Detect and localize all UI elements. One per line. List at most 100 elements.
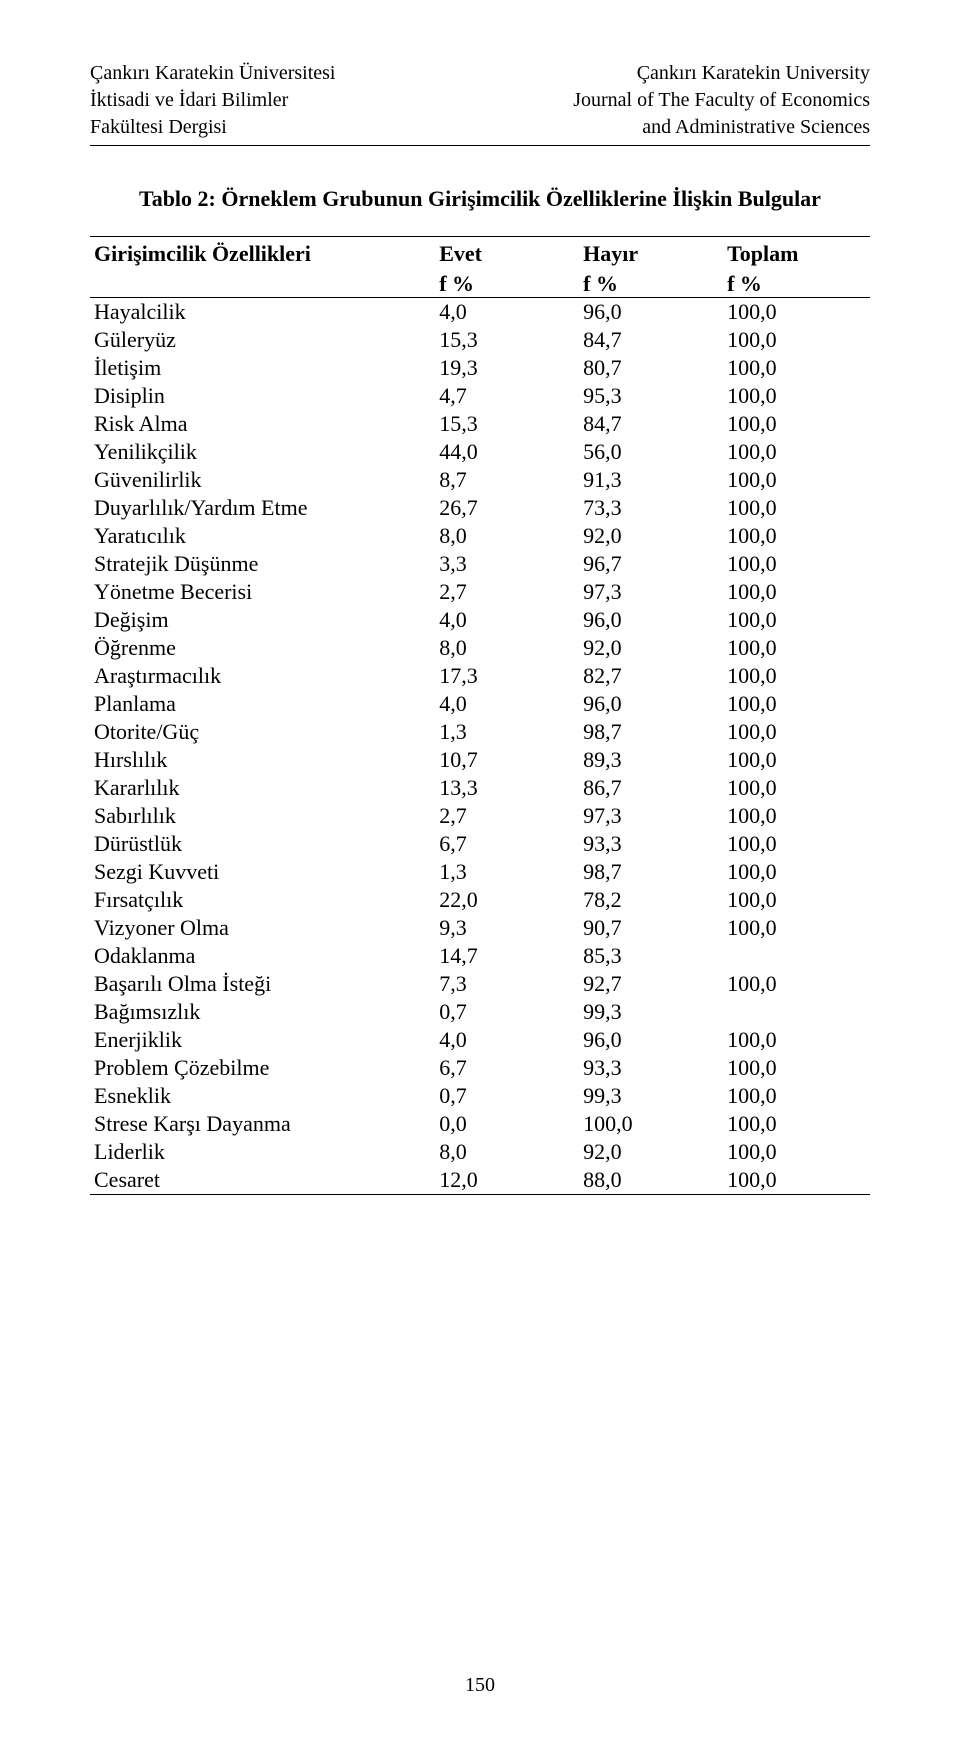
table-cell: 9,3 — [438, 914, 582, 942]
table-cell: 4,0 — [438, 298, 582, 327]
table-cell: Planlama — [90, 690, 438, 718]
table-cell: Dürüstlük — [90, 830, 438, 858]
table-cell: 8,7 — [438, 466, 582, 494]
table-cell: 100,0 — [726, 606, 870, 634]
col-subheader: f % — [582, 267, 726, 298]
table-row: Stratejik Düşünme3,396,7100,0 — [90, 550, 870, 578]
table-row: Fırsatçılık22,078,2100,0 — [90, 886, 870, 914]
table-cell: 99,3 — [582, 998, 726, 1026]
table-cell: 97,3 — [582, 578, 726, 606]
table-cell: 100,0 — [726, 1166, 870, 1195]
table-cell: Strese Karşı Dayanma — [90, 1110, 438, 1138]
table-cell: Liderlik — [90, 1138, 438, 1166]
table-row: Yönetme Becerisi2,797,3100,0 — [90, 578, 870, 606]
table-row: Sabırlılık2,797,3100,0 — [90, 802, 870, 830]
table-row: Liderlik8,092,0100,0 — [90, 1138, 870, 1166]
table-cell: 93,3 — [582, 1054, 726, 1082]
header-left: Çankırı Karatekin Üniversitesi İktisadi … — [90, 60, 336, 141]
table-cell: Yönetme Becerisi — [90, 578, 438, 606]
table-cell: 86,7 — [582, 774, 726, 802]
table-cell: Güleryüz — [90, 326, 438, 354]
table-cell: 100,0 — [726, 970, 870, 998]
table-cell: 100,0 — [726, 1082, 870, 1110]
table-row: Disiplin4,795,3100,0 — [90, 382, 870, 410]
table-cell: 78,2 — [582, 886, 726, 914]
table-cell: 100,0 — [726, 746, 870, 774]
table-cell: 93,3 — [582, 830, 726, 858]
table-cell: Güvenilirlik — [90, 466, 438, 494]
table-cell: Değişim — [90, 606, 438, 634]
table-cell: 98,7 — [582, 718, 726, 746]
table-cell: Kararlılık — [90, 774, 438, 802]
table-row: Esneklik0,799,3100,0 — [90, 1082, 870, 1110]
table-cell: Bağımsızlık — [90, 998, 438, 1026]
col-header: Hayır — [582, 237, 726, 268]
table-row: Problem Çözebilme6,793,3100,0 — [90, 1054, 870, 1082]
table-subheader-row: f % f % f % — [90, 267, 870, 298]
table-row: Değişim4,096,0100,0 — [90, 606, 870, 634]
page-number: 150 — [0, 1674, 960, 1697]
table-cell: 91,3 — [582, 466, 726, 494]
table-cell — [726, 998, 870, 1026]
table-cell: 100,0 — [726, 690, 870, 718]
table-cell: 100,0 — [726, 662, 870, 690]
table-row: Kararlılık13,386,7100,0 — [90, 774, 870, 802]
table-cell: 100,0 — [726, 354, 870, 382]
table-row: Odaklanma14,785,3 — [90, 942, 870, 970]
table-cell: 82,7 — [582, 662, 726, 690]
table-row: Duyarlılık/Yardım Etme26,773,3100,0 — [90, 494, 870, 522]
col-subheader — [90, 267, 438, 298]
table-cell: 100,0 — [726, 802, 870, 830]
table-cell: 100,0 — [726, 578, 870, 606]
table-row: Öğrenme8,092,0100,0 — [90, 634, 870, 662]
table-cell: Öğrenme — [90, 634, 438, 662]
table-head: Girişimcilik Özellikleri Evet Hayır Topl… — [90, 237, 870, 298]
data-table: Girişimcilik Özellikleri Evet Hayır Topl… — [90, 236, 870, 1195]
table-cell: 100,0 — [726, 438, 870, 466]
table-row: Yaratıcılık8,092,0100,0 — [90, 522, 870, 550]
table-body: Hayalcilik4,096,0100,0Güleryüz15,384,710… — [90, 298, 870, 1195]
table-cell: 22,0 — [438, 886, 582, 914]
table-cell: 84,7 — [582, 410, 726, 438]
header-left-line: İktisadi ve İdari Bilimler — [90, 87, 336, 114]
header-left-line: Fakültesi Dergisi — [90, 114, 336, 141]
page: Çankırı Karatekin Üniversitesi İktisadi … — [0, 0, 960, 1737]
table-cell: 3,3 — [438, 550, 582, 578]
table-cell: 80,7 — [582, 354, 726, 382]
col-subheader: f % — [438, 267, 582, 298]
table-cell: 12,0 — [438, 1166, 582, 1195]
table-title: Tablo 2: Örneklem Grubunun Girişimcilik … — [90, 186, 870, 212]
table-cell: 92,0 — [582, 1138, 726, 1166]
table-row: Risk Alma15,384,7100,0 — [90, 410, 870, 438]
table-cell: 0,7 — [438, 1082, 582, 1110]
table-row: Hırslılık10,789,3100,0 — [90, 746, 870, 774]
table-row: Strese Karşı Dayanma0,0100,0100,0 — [90, 1110, 870, 1138]
table-cell: 92,7 — [582, 970, 726, 998]
table-cell: 90,7 — [582, 914, 726, 942]
table-cell: 15,3 — [438, 410, 582, 438]
table-cell: 2,7 — [438, 578, 582, 606]
table-cell: 13,3 — [438, 774, 582, 802]
table-cell: 96,0 — [582, 690, 726, 718]
table-cell: Fırsatçılık — [90, 886, 438, 914]
table-row: Başarılı Olma İsteği7,392,7100,0 — [90, 970, 870, 998]
table-row: Vizyoner Olma9,390,7100,0 — [90, 914, 870, 942]
table-cell: 4,0 — [438, 1026, 582, 1054]
table-row: İletişim19,380,7100,0 — [90, 354, 870, 382]
table-cell: Duyarlılık/Yardım Etme — [90, 494, 438, 522]
table-cell: 8,0 — [438, 522, 582, 550]
table-cell: 100,0 — [726, 494, 870, 522]
table-cell: Odaklanma — [90, 942, 438, 970]
table-cell: Cesaret — [90, 1166, 438, 1195]
table-cell: 44,0 — [438, 438, 582, 466]
table-cell: Vizyoner Olma — [90, 914, 438, 942]
table-cell: 4,0 — [438, 606, 582, 634]
header-left-line: Çankırı Karatekin Üniversitesi — [90, 60, 336, 87]
table-cell: Hayalcilik — [90, 298, 438, 327]
table-cell: 100,0 — [582, 1110, 726, 1138]
table-cell: Risk Alma — [90, 410, 438, 438]
table-cell: 100,0 — [726, 718, 870, 746]
journal-header: Çankırı Karatekin Üniversitesi İktisadi … — [90, 60, 870, 146]
table-cell: 19,3 — [438, 354, 582, 382]
table-cell: 85,3 — [582, 942, 726, 970]
